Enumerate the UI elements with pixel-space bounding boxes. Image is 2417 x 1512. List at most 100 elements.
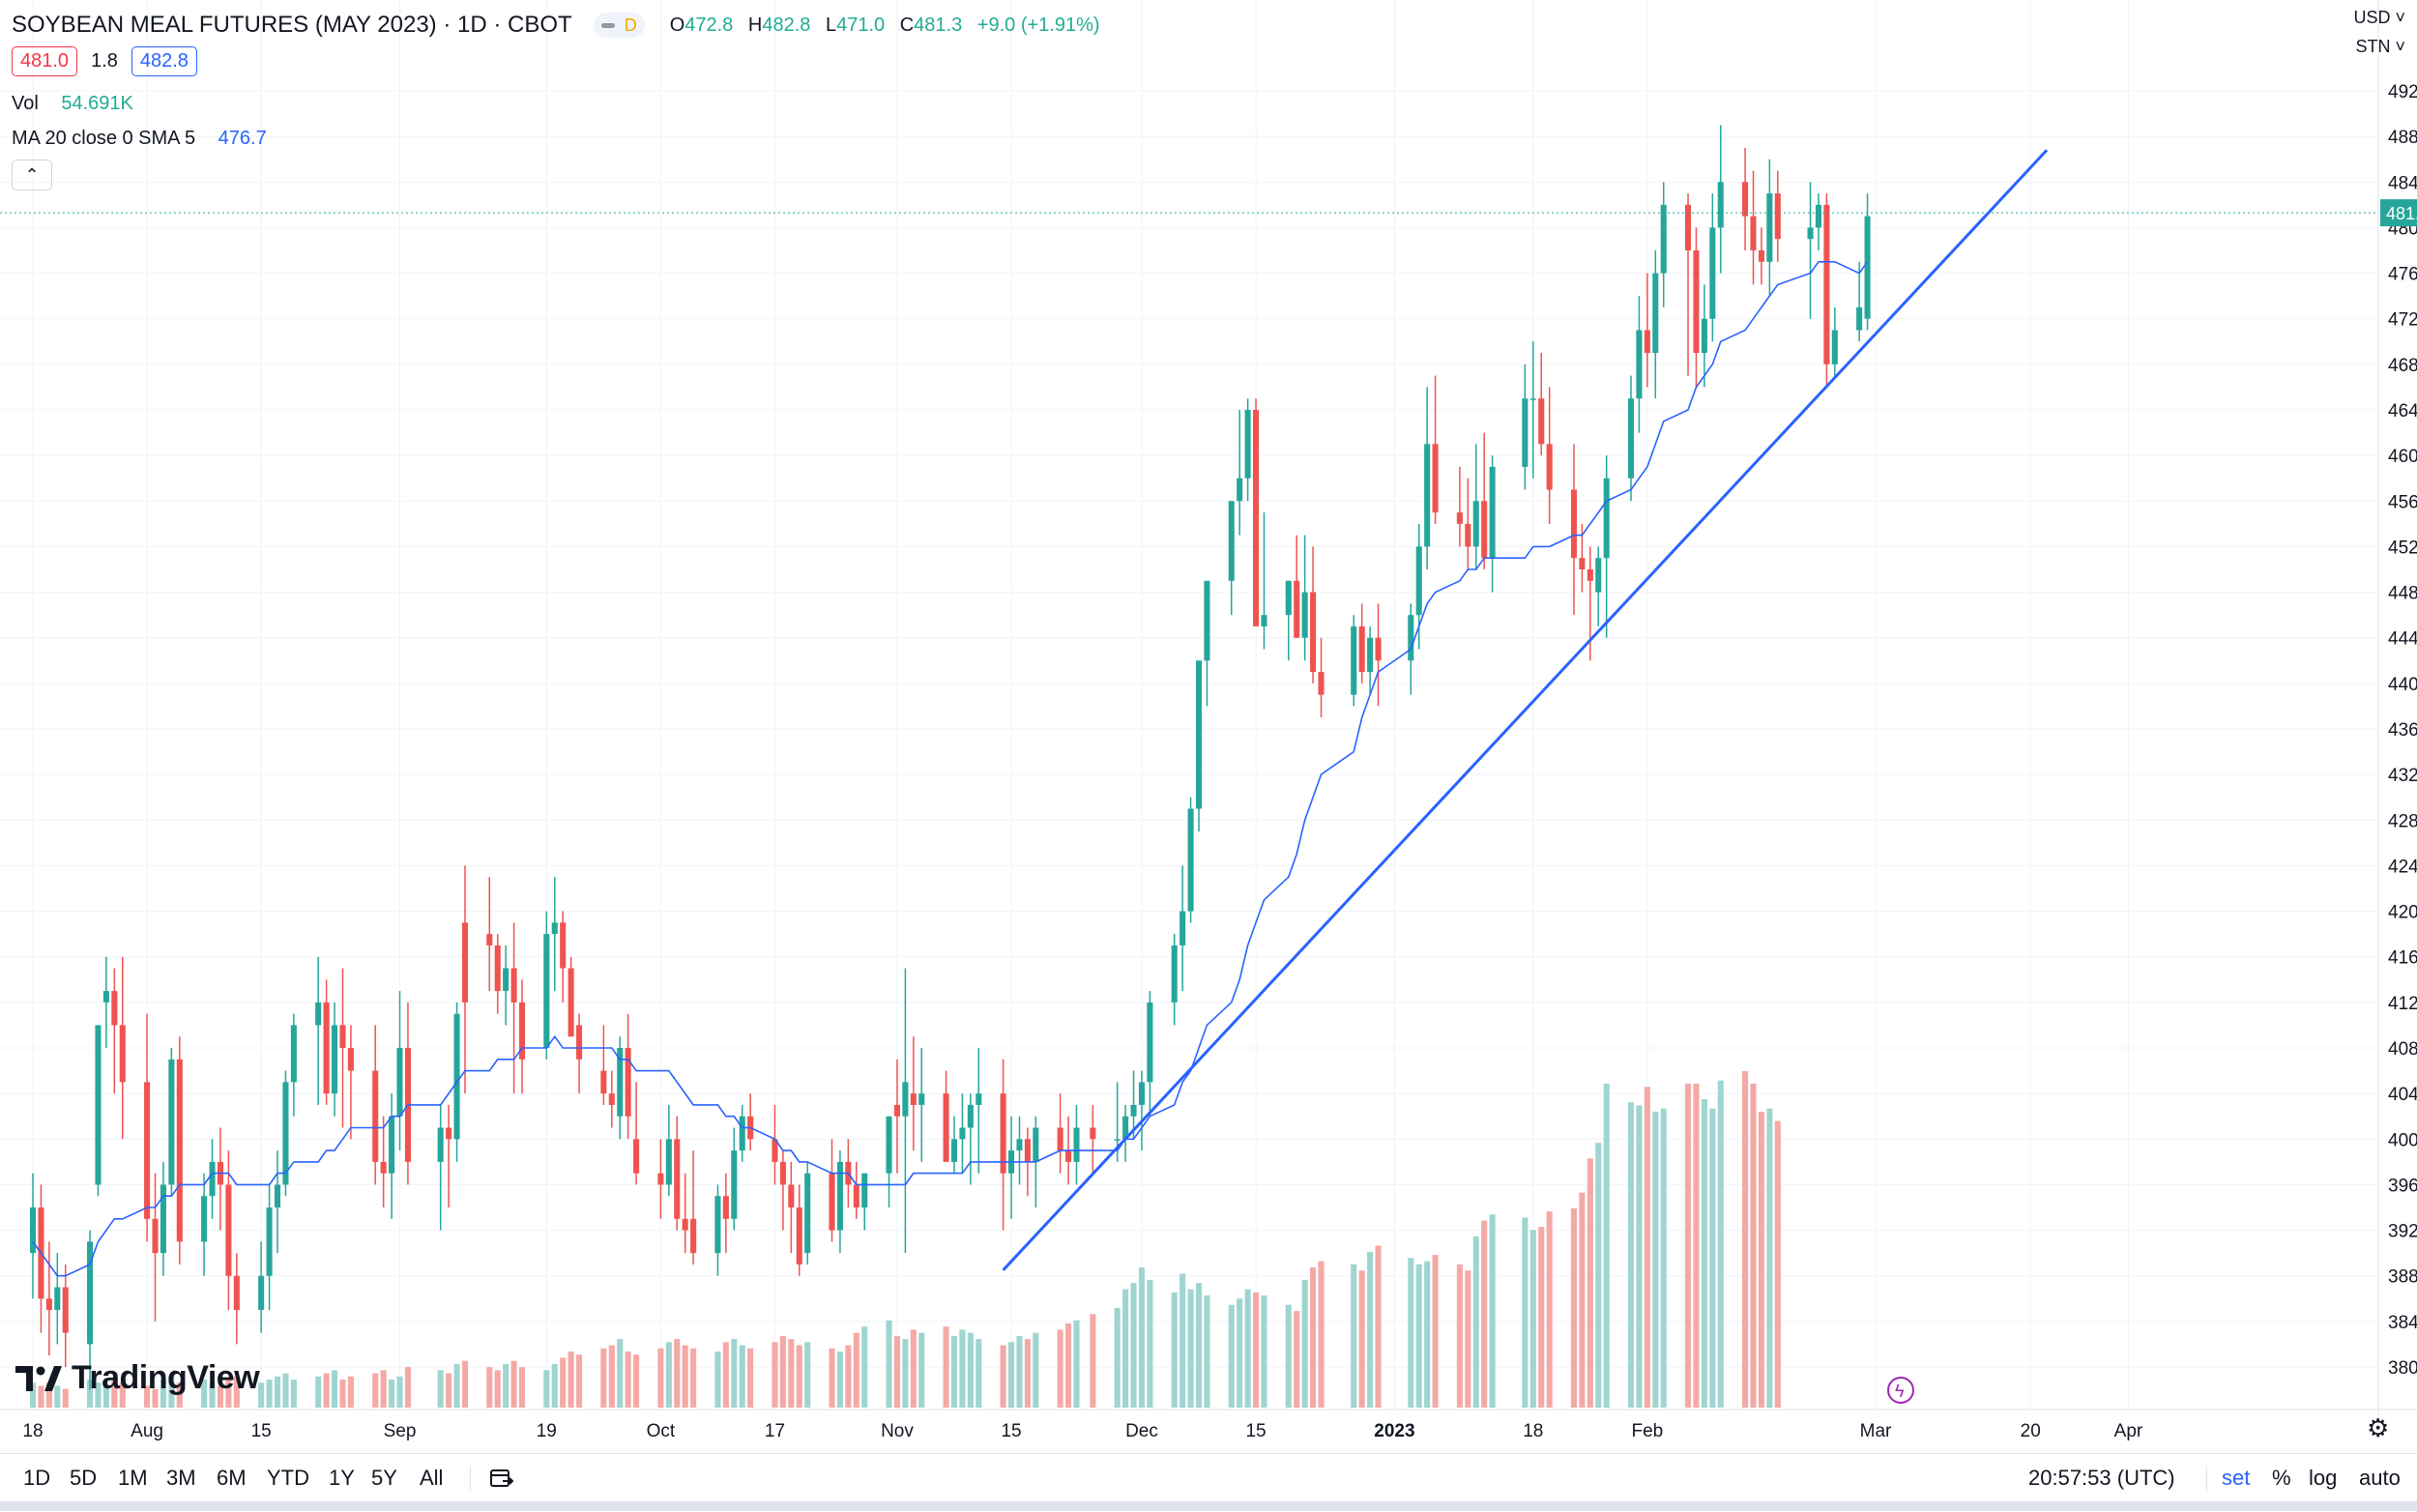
candle-body — [1358, 625, 1365, 673]
range-1m-button[interactable]: 1M — [118, 1466, 148, 1490]
candle-body — [665, 1139, 672, 1185]
volume-bar — [1758, 1111, 1764, 1408]
candle-body — [1831, 330, 1838, 364]
volume-bar — [796, 1345, 802, 1408]
volume-bar — [714, 1352, 721, 1408]
candle-body — [1024, 1139, 1031, 1162]
unit-selector[interactable]: STN ˅ — [2355, 37, 2405, 56]
ma-label: MA 20 close 0 SMA 5 — [12, 128, 196, 149]
volume-bar — [1073, 1320, 1080, 1408]
buy-button[interactable]: 482.8 — [131, 46, 197, 76]
candle-body — [1415, 546, 1422, 616]
volume-bar — [437, 1370, 444, 1408]
volume-bar — [102, 1385, 109, 1408]
range-1y-button[interactable]: 1Y — [329, 1466, 355, 1490]
volume-bar — [1432, 1255, 1439, 1408]
range-all-button[interactable]: All — [420, 1466, 444, 1490]
volume-bars — [29, 1071, 1781, 1408]
chart-svg[interactable]: 492.0488.0484.0480.0476.0472.0468.0464.0… — [0, 0, 2417, 1453]
price-tick-label: 452.0 — [2388, 538, 2417, 558]
range-1d-button[interactable]: 1D — [23, 1466, 51, 1490]
candle-body — [788, 1184, 795, 1207]
price-tick-label: 440.0 — [2388, 675, 2417, 695]
candle-body — [1742, 182, 1749, 217]
sell-button[interactable]: 481.0 — [12, 46, 78, 76]
adjust-setting-toggle[interactable]: set — [2222, 1466, 2251, 1490]
auto-scale-toggle[interactable]: auto — [2359, 1466, 2401, 1490]
volume-bar — [1529, 1230, 1536, 1408]
volume-legend[interactable]: Vol 54.691K — [12, 93, 133, 115]
candle-body — [510, 968, 517, 1003]
volume-bar — [747, 1348, 754, 1408]
lightning-badge[interactable]: ϟ — [1887, 1377, 1914, 1404]
candle-body — [1546, 444, 1553, 490]
volume-bar — [1195, 1283, 1203, 1408]
candle-body — [1587, 569, 1593, 581]
candle-body — [1228, 501, 1235, 581]
candle-body — [568, 968, 574, 1037]
candle-body — [486, 934, 493, 945]
volume-bar — [1204, 1295, 1210, 1408]
range-5d-button[interactable]: 5D — [70, 1466, 98, 1490]
volume-bar — [886, 1320, 892, 1408]
open-value: 472.8 — [684, 14, 734, 36]
time-tick-label: Aug — [131, 1421, 163, 1441]
candle-body — [1073, 1127, 1080, 1162]
candle-body — [274, 1184, 281, 1207]
candle-body — [168, 1059, 175, 1185]
candle-body — [617, 1048, 624, 1117]
price-tick-label: 488.0 — [2388, 128, 2417, 148]
candle-body — [625, 1048, 631, 1117]
price-tick-label: 492.0 — [2388, 82, 2417, 102]
log-scale-toggle[interactable]: log — [2309, 1466, 2338, 1490]
trend-line[interactable] — [1002, 149, 2049, 1271]
candle-body — [976, 1093, 982, 1105]
candle-body — [209, 1161, 216, 1197]
candle-body — [323, 1002, 330, 1094]
grid — [0, 0, 2378, 1410]
candle-body — [950, 1139, 958, 1162]
volume-bar — [503, 1363, 510, 1408]
price-tick-label: 412.0 — [2388, 994, 2417, 1014]
status-pill[interactable]: D — [593, 13, 645, 38]
candle-body — [853, 1184, 859, 1207]
symbol-title[interactable]: SOYBEAN MEAL FUTURES (MAY 2023) · 1D · C… — [12, 12, 572, 38]
currency-selector[interactable]: USD ˅ — [2353, 8, 2405, 27]
candle-body — [339, 1025, 346, 1048]
volume-bar — [86, 1380, 94, 1408]
low-label: L — [825, 14, 837, 36]
volume-bar — [1465, 1270, 1471, 1408]
chart-header: SOYBEAN MEAL FUTURES (MAY 2023) · 1D · C… — [12, 8, 1110, 43]
percent-scale-toggle[interactable]: % — [2272, 1466, 2291, 1490]
close-label: C — [899, 14, 915, 36]
volume-bar — [910, 1329, 917, 1408]
range-ytd-button[interactable]: YTD — [267, 1466, 309, 1490]
range-3m-button[interactable]: 3M — [166, 1466, 196, 1490]
candle-body — [1644, 330, 1650, 354]
high-value: 482.8 — [762, 14, 811, 36]
settings-gear-icon[interactable]: ⚙ — [2367, 1413, 2390, 1442]
goto-date-icon[interactable] — [489, 1467, 514, 1490]
volume-bar — [217, 1385, 224, 1408]
range-5y-button[interactable]: 5Y — [371, 1466, 397, 1490]
price-tick-label: 448.0 — [2388, 584, 2417, 604]
ma-line — [32, 261, 1869, 1277]
volume-bar — [568, 1352, 574, 1408]
volume-bar — [967, 1332, 974, 1408]
tradingview-logo[interactable]: TradingView — [15, 1359, 260, 1397]
utc-clock[interactable]: 20:57:53 (UTC) — [2028, 1466, 2175, 1490]
ma-legend[interactable]: MA 20 close 0 SMA 5 476.7 — [12, 128, 267, 150]
candle-body — [1456, 512, 1463, 524]
volume-bar — [1367, 1251, 1374, 1408]
dash-icon — [600, 22, 615, 28]
volume-bar — [959, 1329, 966, 1408]
candle-body — [657, 1173, 664, 1185]
candle-body — [690, 1218, 697, 1254]
collapse-legend-button[interactable]: ⌃ — [12, 160, 52, 190]
candle-body — [380, 1161, 387, 1174]
volume-bar — [446, 1373, 452, 1408]
range-6m-button[interactable]: 6M — [217, 1466, 247, 1490]
price-tick-label: 428.0 — [2388, 811, 2417, 831]
volume-bar — [608, 1345, 615, 1408]
volume-bar — [1138, 1267, 1146, 1408]
